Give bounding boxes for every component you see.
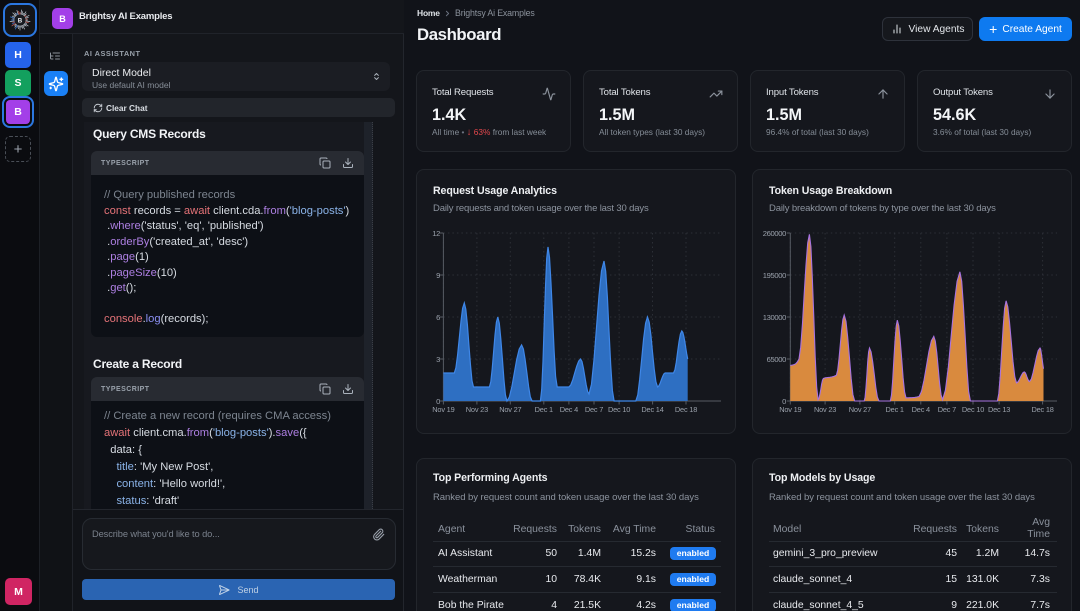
svg-text:Dec 13: Dec 13 — [988, 405, 1010, 414]
svg-text:6: 6 — [436, 313, 440, 322]
svg-text:Dec 7: Dec 7 — [938, 405, 956, 414]
svg-text:Nov 27: Nov 27 — [499, 405, 521, 414]
svg-text:Nov 19: Nov 19 — [432, 405, 454, 414]
svg-text:Dec 14: Dec 14 — [641, 405, 663, 414]
svg-text:0: 0 — [436, 397, 440, 406]
svg-text:130000: 130000 — [763, 313, 786, 322]
svg-text:9: 9 — [436, 271, 440, 280]
svg-text:65000: 65000 — [767, 355, 786, 364]
svg-text:Dec 10: Dec 10 — [608, 405, 630, 414]
svg-text:3: 3 — [436, 355, 440, 364]
svg-text:Dec 4: Dec 4 — [560, 405, 578, 414]
svg-text:12: 12 — [432, 229, 440, 238]
svg-text:Dec 10: Dec 10 — [962, 405, 984, 414]
svg-text:0: 0 — [782, 397, 786, 406]
svg-text:Dec 4: Dec 4 — [912, 405, 930, 414]
svg-text:Dec 18: Dec 18 — [1031, 405, 1053, 414]
svg-text:Dec 18: Dec 18 — [675, 405, 697, 414]
svg-text:Nov 23: Nov 23 — [814, 405, 836, 414]
svg-text:Dec 1: Dec 1 — [535, 405, 553, 414]
svg-text:Nov 23: Nov 23 — [466, 405, 488, 414]
svg-text:Dec 7: Dec 7 — [585, 405, 603, 414]
svg-text:B: B — [18, 17, 23, 24]
svg-text:Nov 27: Nov 27 — [849, 405, 871, 414]
svg-text:Nov 19: Nov 19 — [779, 405, 801, 414]
svg-text:260000: 260000 — [763, 229, 786, 238]
svg-text:Dec 1: Dec 1 — [886, 405, 904, 414]
svg-text:195000: 195000 — [763, 271, 786, 280]
